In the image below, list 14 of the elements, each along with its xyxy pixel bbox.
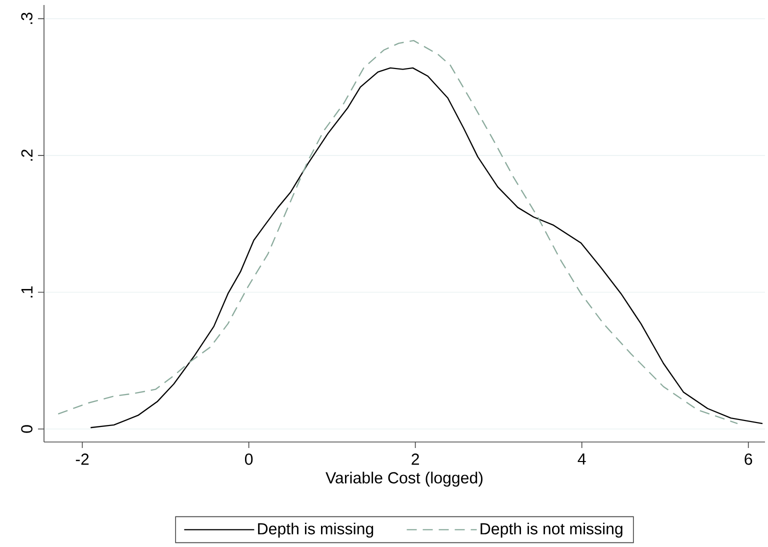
y-tick-label: 0: [21, 425, 32, 433]
legend-label: Depth is not missing: [480, 522, 622, 538]
x-axis-title: Variable Cost (logged): [326, 472, 482, 487]
line-series: [90, 67, 764, 428]
y-tick-label: .2: [21, 150, 32, 161]
legend-label: Depth is missing: [258, 522, 374, 538]
x-tick-label: 0: [244, 454, 253, 465]
x-tick-label: 2: [412, 454, 419, 465]
x-tick-label: 4: [578, 454, 586, 465]
y-tick-label: .1: [21, 286, 32, 298]
line-series: [58, 40, 738, 424]
x-tick-label: 6: [744, 454, 752, 465]
y-tick-label: .3: [21, 12, 32, 24]
x-tick-label: -2: [76, 454, 89, 465]
